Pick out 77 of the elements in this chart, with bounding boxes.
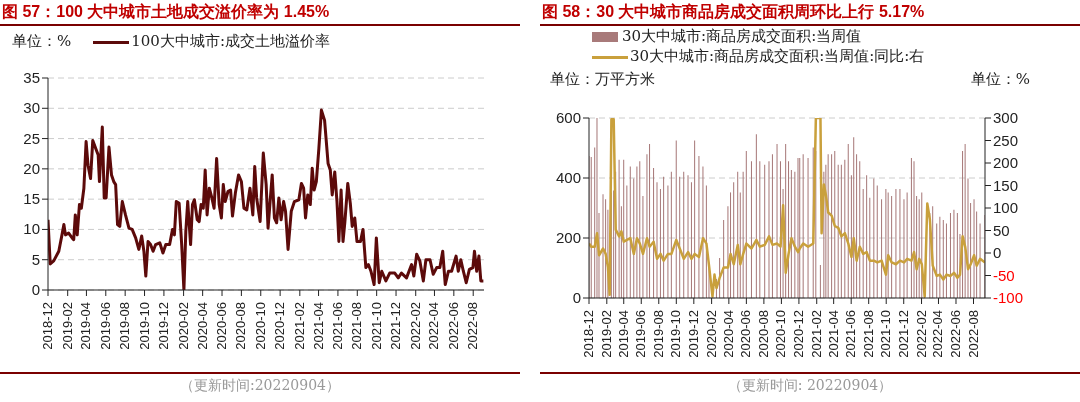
x-tick-label: 2021-08	[860, 310, 876, 358]
x-tick-label: 2022-02	[407, 302, 423, 350]
x-tick-label: 2021-02	[291, 302, 307, 350]
y2-tick-label: -100	[993, 289, 1024, 306]
x-tick-label: 2021-10	[878, 310, 894, 358]
x-tick-label: 2021-10	[368, 302, 384, 350]
legend-label: 30大中城市:商品房成交面积:当周值	[622, 27, 862, 45]
text: （更新时间: 20220904）	[727, 377, 893, 393]
x-tick-label: 2019-12	[685, 310, 701, 358]
text: （更新时间:20220904）	[180, 377, 340, 393]
y2-tick-label: -50	[993, 266, 1015, 284]
x-tick-label: 2019-10	[668, 310, 684, 358]
y2-tick-label: 200	[993, 154, 1019, 171]
x-tick-label: 2019-02	[598, 310, 614, 358]
x-tick-label: 2020-08	[233, 302, 249, 350]
y2-tick-label: 100	[993, 199, 1019, 216]
y-tick-label: 5	[31, 250, 40, 268]
x-tick-label: 2020-02	[175, 302, 191, 350]
x-tick-label: 2019-06	[633, 310, 649, 358]
y2-tick-label: 250	[993, 131, 1019, 149]
y-tick-label: 35	[23, 69, 40, 86]
x-tick-label: 2021-12	[895, 310, 911, 358]
x-tick-label: 2021-04	[825, 310, 841, 358]
y-tick-label: 10	[23, 220, 40, 238]
x-tick-label: 2020-10	[252, 302, 268, 350]
x-tick-label: 2022-08	[465, 302, 481, 350]
y-tick-label: 25	[23, 129, 40, 147]
chart-title: 图 58：30 大中城市商品房成交面积周环比上行 5.17%	[540, 0, 1080, 26]
x-tick-label: 2019-12	[155, 302, 171, 350]
x-tick-label: 2019-06	[97, 302, 113, 350]
x-tick-label: 2018-12	[40, 302, 55, 350]
x-tick-label: 2021-06	[329, 302, 345, 350]
x-tick-label: 2019-04	[615, 310, 631, 358]
x-tick-label: 2020-10	[773, 310, 789, 358]
y-tick-label: 15	[23, 190, 40, 208]
x-tick-label: 2019-08	[650, 310, 666, 358]
x-tick-label: 2021-08	[349, 302, 365, 350]
y-tick-label: 400	[555, 169, 581, 186]
x-tick-label: 2022-04	[930, 310, 946, 358]
x-tick-label: 2019-08	[117, 302, 133, 350]
y-tick-label: 600	[555, 109, 581, 126]
x-tick-label: 2022-06	[445, 302, 461, 350]
x-tick-label: 2020-04	[194, 302, 210, 350]
x-tick-label: 2020-06	[738, 310, 754, 358]
y-tick-label: 20	[23, 159, 40, 177]
legend-label: 100大中城市:成交土地溢价率	[131, 32, 330, 50]
x-tick-label: 2021-04	[310, 302, 326, 350]
x-tick-label: 2022-06	[948, 310, 963, 358]
y-tick-label: 0	[572, 289, 581, 306]
y2-tick-label: 150	[993, 176, 1019, 194]
x-tick-label: 2020-06	[214, 302, 230, 350]
y2-axis-title: 单位：%	[970, 70, 1030, 89]
x-tick-label: 2021-06	[843, 310, 859, 358]
x-tick-label: 2020-12	[272, 302, 288, 350]
x-tick-label: 2018-12	[581, 310, 596, 358]
y-axis-title: 单位：万平方米	[550, 70, 655, 89]
chart-title: 图 57：100 大中城市土地成交溢价率为 1.45%	[0, 0, 520, 26]
x-tick-label: 2022-04	[426, 302, 442, 350]
x-tick-label: 2020-02	[703, 310, 719, 358]
x-tick-label: 2019-02	[59, 302, 75, 350]
x-tick-label: 2022-08	[965, 310, 981, 358]
legend-label: 30大中城市:商品房成交面积:当周值:同比:右	[630, 47, 925, 65]
y-tick-label: 0	[31, 281, 40, 298]
x-tick-label: 2020-04	[720, 310, 736, 358]
x-tick-label: 2020-12	[790, 310, 806, 358]
y-tick-label: 30	[23, 99, 40, 117]
y2-tick-label: 0	[993, 244, 1002, 261]
x-tick-label: 2020-08	[755, 310, 771, 358]
x-tick-label: 2019-04	[78, 302, 94, 350]
x-tick-label: 2021-12	[388, 302, 404, 350]
x-tick-label: 2019-10	[136, 302, 152, 350]
y-axis-title: 单位：%	[12, 32, 72, 50]
y2-tick-label: 300	[993, 109, 1019, 126]
y-tick-label: 200	[555, 229, 581, 246]
x-tick-label: 2021-02	[808, 310, 824, 358]
y2-tick-label: 50	[993, 221, 1010, 239]
x-tick-label: 2022-02	[913, 310, 929, 358]
